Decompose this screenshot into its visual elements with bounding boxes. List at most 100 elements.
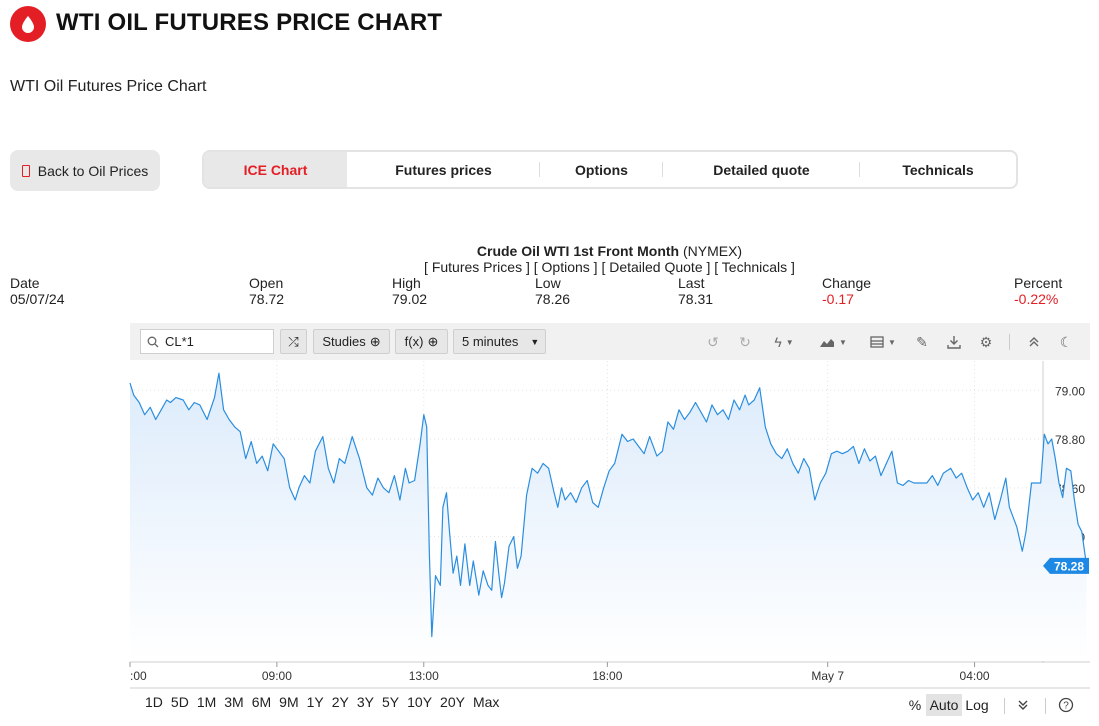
chart-type-dropdown-icon[interactable]: ▼ — [816, 333, 850, 351]
back-button-label: Back to Oil Prices — [37, 162, 149, 179]
quote-label: Low — [535, 275, 561, 291]
interval-value: 5 minutes — [462, 334, 519, 349]
auto-scale-button[interactable]: Auto — [926, 694, 962, 716]
display-dropdown-icon[interactable]: ▼ — [866, 333, 900, 351]
x-tick-label: :00 — [130, 669, 147, 683]
studies-label: Studies — [322, 334, 366, 349]
instrument-title: Crude Oil WTI 1st Front Month (NYMEX) — [0, 243, 1099, 259]
tab-divider — [539, 162, 540, 177]
range-max[interactable]: Max — [472, 694, 500, 710]
range-3y[interactable]: 3Y — [356, 694, 374, 710]
back-to-oil-prices-button[interactable]: Back to Oil Prices — [10, 150, 160, 191]
log-scale-button[interactable]: Log — [963, 694, 991, 716]
tab-detailed-quote[interactable]: Detailed quote — [663, 152, 860, 187]
expand-down-icon[interactable] — [1013, 694, 1033, 716]
tab-label: ICE Chart — [243, 161, 308, 178]
scale-label: Auto — [929, 697, 959, 713]
range-1m[interactable]: 1M — [196, 694, 217, 710]
page-title: WTI OIL FUTURES PRICE CHART — [56, 9, 443, 36]
last-price-badge — [1043, 557, 1089, 574]
scale-label: Log — [965, 697, 989, 713]
y-tick-label: 78.80 — [1055, 433, 1085, 447]
quote-value: 78.26 — [535, 291, 571, 307]
quote-label: Percent — [1014, 275, 1063, 291]
plus-circle-icon: ⊕ — [427, 333, 439, 349]
quote-value: -0.17 — [822, 291, 854, 307]
range-2y[interactable]: 2Y — [331, 694, 349, 710]
help-icon[interactable]: ? — [1056, 694, 1076, 716]
range-1d[interactable]: 1D — [145, 694, 163, 710]
fx-label: f(x) — [404, 334, 424, 349]
gear-icon[interactable]: ⚙ — [979, 333, 993, 350]
tab-ice-chart[interactable]: ICE Chart — [204, 152, 347, 187]
quote-links[interactable]: [ Futures Prices ] [ Options ] [ Detaile… — [424, 259, 795, 275]
search-icon — [147, 336, 159, 347]
quote-value: 79.02 — [392, 291, 428, 307]
undo-icon[interactable]: ↺ — [707, 333, 719, 350]
quote-label: Date — [10, 275, 40, 291]
caret-down-icon: ▼ — [530, 336, 540, 347]
percent-scale-button[interactable]: % — [905, 694, 925, 716]
download-icon[interactable] — [944, 333, 964, 351]
range-20y[interactable]: 20Y — [440, 694, 465, 710]
quote-percent: Percent -0.22% — [1014, 275, 1062, 307]
area-chart-icon — [820, 339, 835, 347]
bottom-divider — [1004, 698, 1005, 714]
fx-button[interactable]: f(x) ⊕ — [395, 329, 448, 354]
range-6m[interactable]: 6M — [251, 694, 272, 710]
tab-label: Futures prices — [395, 161, 492, 178]
svg-text:?: ? — [1063, 701, 1069, 712]
quote-change: Change -0.17 — [822, 275, 871, 307]
tab-divider — [859, 162, 860, 177]
range-10y[interactable]: 10Y — [407, 694, 433, 710]
quote-low: Low 78.26 — [535, 275, 570, 307]
quote-high: High 79.02 — [392, 275, 427, 307]
x-tick-label: 09:00 — [262, 669, 292, 683]
toolbar-divider — [1009, 334, 1010, 350]
dark-mode-icon[interactable]: ☾ — [1059, 333, 1073, 350]
range-5d[interactable]: 5D — [170, 694, 189, 710]
instrument-name: Crude Oil WTI 1st Front Month — [476, 243, 680, 259]
tab-options[interactable]: Options — [540, 152, 663, 187]
tab-divider — [662, 162, 663, 177]
events-dropdown-icon[interactable]: ϟ ▼ — [774, 334, 794, 350]
price-area-fill — [130, 373, 1087, 661]
studies-button[interactable]: Studies ⊕ — [313, 329, 390, 354]
quote-last: Last 78.31 — [678, 275, 713, 307]
tab-technicals[interactable]: Technicals — [860, 152, 1016, 187]
bottom-divider — [1045, 698, 1046, 714]
back-icon — [21, 164, 30, 177]
layout-icon — [870, 336, 884, 348]
last-price-label: 78.28 — [1054, 559, 1084, 573]
interval-select[interactable]: 5 minutes ▼ — [453, 329, 546, 354]
tab-label: Technicals — [902, 161, 974, 178]
brand-logo — [10, 6, 46, 42]
price-line — [129, 372, 1088, 638]
range-5y[interactable]: 5Y — [382, 694, 400, 710]
quote-date: Date 05/07/24 — [10, 275, 65, 307]
y-tick-label: 79.00 — [1055, 384, 1085, 398]
symbol-value: CL*1 — [165, 334, 194, 349]
range-9m[interactable]: 9M — [279, 694, 299, 710]
quote-label: High — [392, 275, 421, 291]
collapse-up-icon[interactable] — [1024, 333, 1044, 351]
pencil-icon[interactable]: ✎ — [916, 333, 928, 350]
plus-circle-icon: ⊕ — [369, 333, 381, 349]
quote-open: Open 78.72 — [249, 275, 284, 307]
range-3m[interactable]: 3M — [224, 694, 244, 710]
x-tick-label: May 7 — [811, 669, 844, 683]
tab-bar: ICE Chart Futures prices Options Detaile… — [202, 150, 1018, 189]
shuffle-icon: ⤮ — [288, 333, 299, 349]
symbol-search-input[interactable]: CL*1 — [140, 329, 274, 354]
oil-drop-icon — [22, 16, 34, 33]
scale-label: % — [908, 697, 922, 713]
range-1y[interactable]: 1Y — [306, 694, 324, 710]
tab-label: Options — [575, 161, 628, 178]
compare-button[interactable]: ⤮ — [280, 329, 307, 354]
page-subtitle: WTI Oil Futures Price Chart — [10, 78, 207, 95]
quote-label: Open — [249, 275, 284, 291]
quote-value: 78.31 — [678, 291, 714, 307]
tab-futures-prices[interactable]: Futures prices — [347, 152, 540, 187]
redo-icon[interactable]: ↻ — [739, 333, 751, 350]
